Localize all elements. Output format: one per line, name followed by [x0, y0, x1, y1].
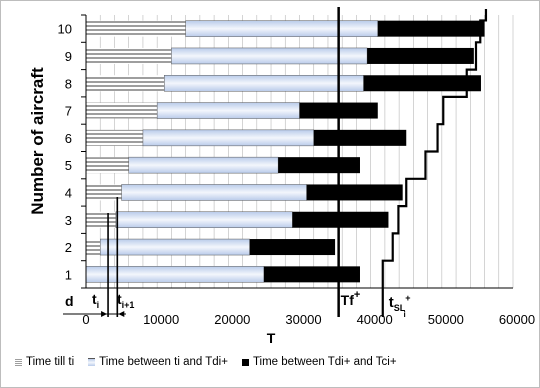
- d-arrow-head: [101, 311, 108, 317]
- bar-segment-3-aircraft-6: [313, 129, 407, 146]
- bar-segment-2-aircraft-8: [164, 75, 364, 92]
- bar-segment-1-aircraft-2: [86, 239, 101, 256]
- bar-segment-3-aircraft-3: [292, 211, 389, 228]
- y-tick-label: 4: [65, 185, 72, 200]
- bar-segment-2-aircraft-2: [99, 238, 250, 256]
- y-tick-label: 10: [58, 22, 72, 37]
- x-tick-label: 30000: [285, 312, 321, 327]
- y-axis-label: Number of aircraft: [28, 67, 47, 215]
- bar-segment-2-aircraft-4: [121, 184, 307, 201]
- legend-label: Time between Tdi+ and Tci+: [252, 356, 397, 368]
- bar-segment-2-aircraft-3: [115, 211, 293, 228]
- bar-segment-2-aircraft-10: [185, 20, 379, 37]
- y-tick-label: 7: [65, 104, 72, 119]
- x-tick-label: 60000: [499, 312, 535, 327]
- legend-swatch-gradient: [88, 358, 96, 366]
- tsl-label: tSL+ i: [389, 293, 411, 319]
- y-tick-label: 3: [65, 213, 72, 228]
- bar-segment-3-aircraft-2: [249, 239, 336, 256]
- bar-segment-1-aircraft-4: [86, 184, 122, 201]
- x-axis-label: T: [267, 330, 276, 346]
- legend-item-time-between-ti-tdi: Time between ti and Tdi+: [88, 356, 228, 368]
- ti1-label: ti+1: [117, 291, 134, 310]
- d-arrow-head: [118, 311, 125, 317]
- y-tick-label: 9: [65, 49, 72, 64]
- d-label: d: [65, 293, 74, 309]
- y-tick-label: 2: [65, 240, 72, 255]
- y-tick-label: 6: [65, 131, 72, 146]
- tf-plus-label: Tf+: [341, 289, 361, 308]
- bar-segment-2-aircraft-1: [85, 266, 265, 283]
- bar-segment-2-aircraft-6: [142, 129, 314, 147]
- bar-segment-3-aircraft-8: [363, 75, 481, 92]
- legend-label: Time till ti: [26, 356, 75, 368]
- legend-item-time-between-tdi-tci: Time between Tdi+ and Tci+: [241, 356, 397, 368]
- bar-segment-3-aircraft-5: [278, 157, 360, 174]
- y-tick-label: 5: [65, 158, 72, 173]
- bar-segment-1-aircraft-10: [86, 20, 186, 37]
- bar-segment-3-aircraft-10: [377, 20, 485, 37]
- bar-segment-3-aircraft-9: [367, 47, 474, 64]
- bar-segment-1-aircraft-3: [86, 211, 116, 228]
- x-tick-label: 0: [82, 312, 89, 327]
- bar-segment-1-aircraft-8: [86, 75, 165, 92]
- tsl-step-line: [381, 9, 488, 288]
- x-tick-label: 40000: [357, 312, 393, 327]
- y-tick-label: 8: [65, 76, 72, 91]
- ti-label: ti: [92, 291, 99, 310]
- bar-segment-1-aircraft-6: [86, 129, 143, 146]
- legend-item-time-till-ti: Time till ti: [15, 356, 74, 368]
- legend-swatch-black: [241, 358, 249, 366]
- bar-segment-2-aircraft-5: [128, 156, 279, 174]
- x-tick-label: 20000: [214, 312, 250, 327]
- bar-segment-1-aircraft-5: [86, 157, 129, 174]
- stacked-bar-chart: 1 2 3 4 5 6 7 8 9 10 0 10000 20000 30000 40000 50000 600…: [28, 7, 535, 346]
- legend-swatch-striped: [15, 358, 22, 366]
- bar-segment-2-aircraft-7: [156, 102, 300, 119]
- bar-segment-3-aircraft-1: [263, 266, 360, 283]
- bar-segment-1-aircraft-7: [86, 102, 158, 119]
- x-tick-label: 10000: [143, 312, 179, 327]
- legend-label: Time between ti and Tdi+: [99, 356, 228, 368]
- chart-legend: Time till ti Time between ti and Tdi+ Ti…: [15, 356, 535, 368]
- x-tick-label: 50000: [428, 312, 464, 327]
- y-tick-label: 1: [65, 267, 72, 282]
- bar-segment-3-aircraft-4: [306, 184, 403, 201]
- bar-segment-1-aircraft-9: [86, 47, 172, 64]
